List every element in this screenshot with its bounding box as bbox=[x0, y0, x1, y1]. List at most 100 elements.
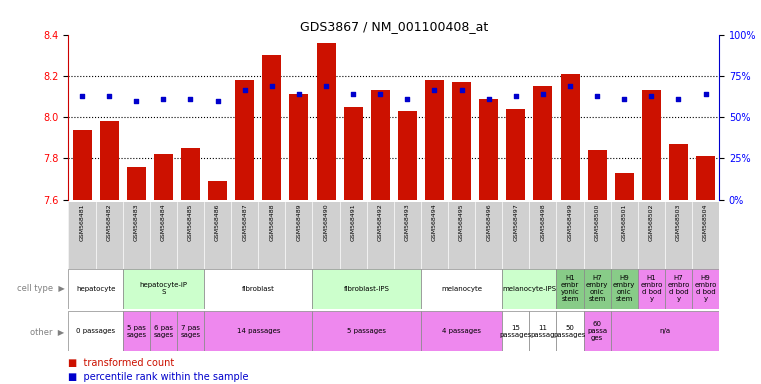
Text: 4 passages: 4 passages bbox=[442, 328, 481, 334]
Bar bbox=[235, 80, 254, 200]
Text: GSM568484: GSM568484 bbox=[161, 204, 166, 241]
Text: H7
embro
d bod
y: H7 embro d bod y bbox=[667, 275, 689, 303]
Bar bbox=[72, 129, 91, 200]
Bar bbox=[263, 55, 282, 200]
Text: 50
passages: 50 passages bbox=[554, 325, 586, 338]
Text: 60
passa
ges: 60 passa ges bbox=[587, 321, 607, 341]
Text: 5 passages: 5 passages bbox=[347, 328, 386, 334]
Point bbox=[456, 87, 468, 93]
Point bbox=[591, 93, 603, 99]
Bar bbox=[123, 311, 150, 351]
Bar bbox=[638, 269, 665, 309]
Bar bbox=[506, 109, 525, 200]
Text: GSM568491: GSM568491 bbox=[351, 204, 355, 241]
Point bbox=[699, 91, 712, 98]
Bar bbox=[181, 148, 200, 200]
Bar bbox=[615, 173, 634, 200]
Bar bbox=[398, 111, 417, 200]
Bar bbox=[421, 311, 502, 351]
Point bbox=[184, 96, 196, 102]
Text: other  ▶: other ▶ bbox=[30, 327, 65, 336]
Text: hepatocyte: hepatocyte bbox=[76, 286, 115, 292]
Bar bbox=[584, 269, 610, 309]
Bar bbox=[556, 311, 584, 351]
Point bbox=[645, 93, 658, 99]
Text: GSM568490: GSM568490 bbox=[323, 204, 329, 241]
Point bbox=[158, 96, 170, 102]
Text: GSM568489: GSM568489 bbox=[297, 204, 301, 241]
Point bbox=[320, 83, 332, 89]
Bar bbox=[317, 43, 336, 200]
Text: ■  transformed count: ■ transformed count bbox=[68, 358, 175, 368]
Point bbox=[293, 91, 305, 98]
Text: 5 pas
sages: 5 pas sages bbox=[126, 325, 146, 338]
Text: GSM568492: GSM568492 bbox=[377, 204, 383, 242]
Text: 15
passages: 15 passages bbox=[500, 325, 532, 338]
Point bbox=[374, 91, 387, 98]
Text: 11
passag: 11 passag bbox=[530, 325, 556, 338]
Point bbox=[618, 96, 630, 102]
Point bbox=[130, 98, 142, 104]
Bar bbox=[642, 90, 661, 200]
Bar bbox=[127, 167, 146, 200]
Bar bbox=[692, 269, 719, 309]
Text: melanocyte: melanocyte bbox=[441, 286, 482, 292]
Text: H1
embro
d bod
y: H1 embro d bod y bbox=[640, 275, 663, 303]
Bar bbox=[452, 82, 471, 200]
Text: n/a: n/a bbox=[659, 328, 670, 334]
Bar bbox=[584, 311, 610, 351]
Text: 6 pas
sages: 6 pas sages bbox=[153, 325, 174, 338]
Point bbox=[537, 91, 549, 98]
Bar bbox=[502, 269, 556, 309]
Text: GSM568494: GSM568494 bbox=[432, 204, 437, 242]
Bar bbox=[610, 269, 638, 309]
Text: GSM568486: GSM568486 bbox=[215, 204, 220, 241]
Text: GSM568481: GSM568481 bbox=[80, 204, 84, 241]
Text: GSM568499: GSM568499 bbox=[568, 204, 572, 242]
Bar bbox=[204, 311, 313, 351]
Point bbox=[266, 83, 278, 89]
Bar bbox=[610, 311, 719, 351]
Text: hepatocyte-iP
S: hepatocyte-iP S bbox=[139, 283, 187, 295]
Text: 7 pas
sages: 7 pas sages bbox=[180, 325, 201, 338]
Bar bbox=[530, 311, 556, 351]
Bar bbox=[154, 154, 173, 200]
Bar bbox=[533, 86, 552, 200]
Text: GSM568482: GSM568482 bbox=[107, 204, 112, 241]
Bar bbox=[208, 181, 227, 200]
Bar bbox=[665, 269, 692, 309]
Text: GSM568483: GSM568483 bbox=[134, 204, 139, 241]
Bar bbox=[100, 121, 119, 200]
Text: GSM568503: GSM568503 bbox=[676, 204, 681, 241]
Bar bbox=[68, 311, 123, 351]
Bar bbox=[696, 156, 715, 200]
Text: H9
embro
d bod
y: H9 embro d bod y bbox=[694, 275, 717, 303]
Text: melanocyte-IPS: melanocyte-IPS bbox=[502, 286, 556, 292]
Point bbox=[482, 96, 495, 102]
Text: GSM568498: GSM568498 bbox=[540, 204, 546, 241]
Bar bbox=[502, 311, 530, 351]
Bar bbox=[479, 99, 498, 200]
Point bbox=[347, 91, 359, 98]
Bar bbox=[123, 269, 204, 309]
Text: ■  percentile rank within the sample: ■ percentile rank within the sample bbox=[68, 372, 249, 382]
Bar bbox=[425, 80, 444, 200]
Bar bbox=[371, 90, 390, 200]
Text: H9
embry
onic
stem: H9 embry onic stem bbox=[613, 275, 635, 303]
Text: 14 passages: 14 passages bbox=[237, 328, 280, 334]
Text: GSM568497: GSM568497 bbox=[514, 204, 518, 242]
Point bbox=[212, 98, 224, 104]
Bar bbox=[150, 311, 177, 351]
Bar bbox=[313, 311, 421, 351]
Text: GSM568485: GSM568485 bbox=[188, 204, 193, 241]
Bar bbox=[313, 269, 421, 309]
Bar bbox=[68, 269, 123, 309]
Bar bbox=[204, 269, 313, 309]
Text: 0 passages: 0 passages bbox=[76, 328, 115, 334]
Point bbox=[401, 96, 413, 102]
Text: H7
embry
onic
stem: H7 embry onic stem bbox=[586, 275, 608, 303]
Text: GSM568504: GSM568504 bbox=[703, 204, 708, 241]
Bar bbox=[669, 144, 688, 200]
Title: GDS3867 / NM_001100408_at: GDS3867 / NM_001100408_at bbox=[300, 20, 488, 33]
Text: GSM568487: GSM568487 bbox=[242, 204, 247, 241]
